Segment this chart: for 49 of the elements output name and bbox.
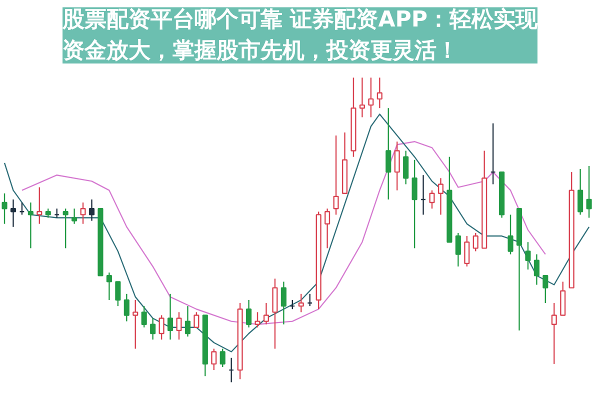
candlestick (578, 168, 584, 216)
candlestick (438, 178, 444, 216)
candlestick (220, 348, 226, 368)
candlestick (534, 254, 540, 286)
candlestick (359, 77, 365, 118)
candlestick (211, 348, 217, 371)
candlestick (254, 312, 260, 328)
candlestick (36, 186, 42, 224)
candlestick (106, 272, 112, 301)
candlestick (525, 242, 531, 270)
candlestick (2, 192, 8, 224)
candlestick (176, 312, 182, 340)
candlestick (88, 198, 95, 222)
candlestick (508, 214, 514, 255)
candlestick (246, 299, 252, 328)
candlestick (472, 232, 478, 252)
candlestick (10, 198, 16, 228)
candlestick (386, 107, 392, 200)
candlestick (551, 302, 557, 365)
candlestick (368, 77, 374, 118)
candlestick (464, 235, 470, 268)
candlestick (376, 77, 382, 109)
candlestick (394, 141, 400, 191)
candlestick (455, 232, 461, 268)
candlestick (45, 208, 51, 218)
candlestick (184, 305, 190, 338)
candlestick (124, 293, 130, 322)
candlestick (333, 134, 339, 216)
candlestick (280, 281, 286, 325)
candlestick (586, 165, 592, 218)
candlestick (158, 314, 164, 340)
candlestick (324, 208, 330, 249)
candlestick (150, 318, 156, 340)
candlestick (80, 202, 86, 224)
candlestick (412, 159, 418, 249)
candlestick (62, 208, 68, 249)
candlestick (263, 302, 270, 325)
candlestick (298, 293, 304, 313)
candlestick (429, 190, 435, 210)
candlestick (141, 305, 147, 328)
candlestick (167, 293, 174, 340)
candlestick (115, 281, 121, 307)
candlestick (72, 208, 78, 224)
candlestick (542, 275, 548, 304)
chart-title: 股票配资平台哪个可靠 证券配资APP：轻松实现资金放大，掌握股市先机，投资更灵活！ (62, 6, 538, 64)
candlestick (132, 299, 138, 350)
candlestick (403, 150, 409, 185)
candlestick (194, 312, 200, 328)
candlestick (28, 202, 34, 249)
